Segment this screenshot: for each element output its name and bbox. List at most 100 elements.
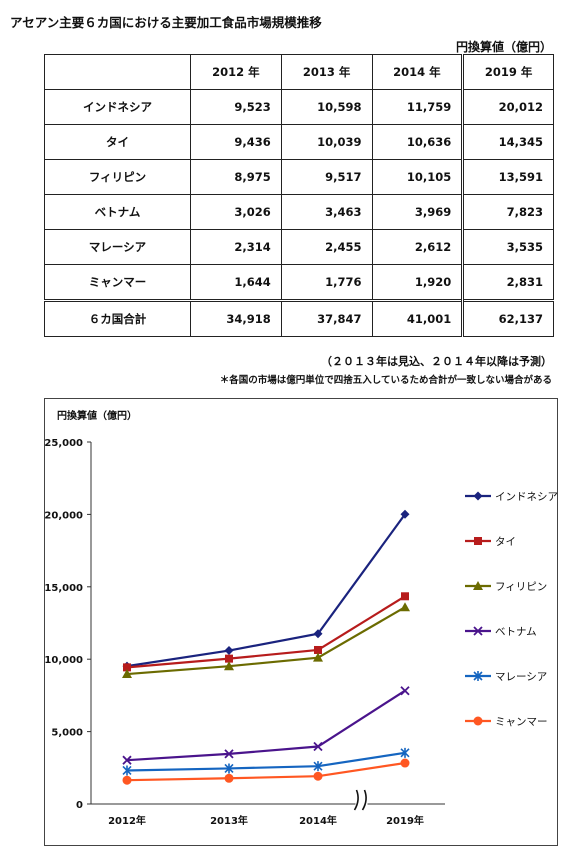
- value-cell: 10,105: [371, 159, 464, 195]
- legend-label: タイ: [495, 536, 516, 548]
- data-point: [224, 763, 234, 774]
- table-row: ベトナム 3,026 3,463 3,969 7,823: [44, 194, 554, 230]
- legend-label: マレーシア: [495, 671, 547, 683]
- x-tick-label: 2014年: [299, 814, 337, 827]
- legend-entry: ベトナム: [465, 626, 537, 638]
- value-cell: 9,436: [190, 124, 282, 160]
- chart-frame: 円換算値（億円） 0 5,000 10,000 15,000 20,000 25,000 20…: [44, 398, 558, 846]
- x-tick-label: 2019年: [386, 814, 424, 827]
- series-line: [126, 689, 406, 762]
- series-group: [122, 602, 410, 679]
- country-name-cell: フィリピン: [44, 159, 191, 195]
- data-point: [123, 663, 131, 672]
- total-value-cell: 34,918: [190, 299, 282, 337]
- y-tick-label: 25,000: [45, 438, 83, 449]
- page-title: アセアン主要６カ国における主要加工食品市場規模推移: [10, 15, 322, 30]
- value-cell: 9,517: [280, 159, 373, 195]
- axis-break-mark: [353, 789, 368, 811]
- value-cell: 2,612: [371, 229, 464, 265]
- y-axis-label: 円換算値（億円）: [57, 409, 137, 422]
- table-row: ミャンマー 1,644 1,776 1,920 2,831: [44, 264, 554, 301]
- value-cell: 11,759: [371, 89, 464, 125]
- value-cell: 3,969: [371, 194, 464, 230]
- header-cell-blank: [44, 54, 191, 90]
- value-cell: 3,026: [190, 194, 282, 230]
- legend-marker: [473, 671, 483, 681]
- series-group: [122, 509, 410, 671]
- data-point: [313, 771, 323, 781]
- value-cell: 10,598: [280, 89, 373, 125]
- data-point: [401, 592, 409, 601]
- total-value-cell: 62,137: [461, 299, 554, 337]
- data-point: [225, 654, 233, 663]
- country-name-cell: ミャンマー: [44, 264, 191, 301]
- header-cell-2013: 2013 年: [280, 54, 373, 90]
- data-point: [314, 645, 322, 654]
- y-tick-label: 10,000: [45, 655, 83, 666]
- legend-marker: [474, 537, 482, 545]
- legend-label: ベトナム: [495, 626, 537, 638]
- data-point: [122, 669, 132, 679]
- value-cell: 2,831: [461, 264, 554, 301]
- country-name-cell: ベトナム: [44, 194, 191, 230]
- table-total-row: ６カ国合計 34,918 37,847 41,001 62,137: [44, 299, 554, 337]
- value-cell: 1,644: [190, 264, 282, 301]
- data-point: [400, 758, 410, 768]
- data-point: [400, 686, 410, 696]
- x-tick-label: 2012年: [108, 814, 146, 827]
- data-point: [122, 755, 132, 765]
- total-name-cell: ６カ国合計: [44, 299, 191, 337]
- table-row: マレーシア 2,314 2,455 2,612 3,535: [44, 229, 554, 265]
- data-point: [313, 741, 323, 752]
- value-cell: 8,975: [190, 159, 282, 195]
- table-unit-label: 円換算値（億円）: [455, 40, 552, 54]
- value-cell: 10,636: [371, 124, 464, 160]
- data-point: [224, 661, 234, 671]
- market-size-table: 2012 年 2013 年 2014 年 2019 年 インドネシア 9,523…: [44, 54, 554, 337]
- legend-marker: [473, 716, 483, 726]
- data-point: [313, 652, 323, 662]
- data-point: [400, 602, 410, 612]
- legend-marker: [473, 626, 483, 636]
- header-cell-2019: 2019 年: [461, 54, 554, 90]
- value-cell: 20,012: [461, 89, 554, 125]
- legend-entry: フィリピン: [465, 581, 547, 593]
- legend-label: フィリピン: [495, 581, 547, 593]
- series-line: [126, 761, 406, 782]
- forecast-note: （２０１３年は見込、２０１４年以降は予測）: [321, 355, 552, 368]
- y-tick-label: 0: [76, 800, 83, 811]
- legend-label: インドネシア: [495, 491, 557, 503]
- line-chart: 円換算値（億円） 0 5,000 10,000 15,000 20,000 25,000 20…: [45, 409, 557, 827]
- y-tick-label: 15,000: [45, 583, 83, 594]
- value-cell: 13,591: [461, 159, 554, 195]
- table-header-row: 2012 年 2013 年 2014 年 2019 年: [44, 54, 554, 90]
- data-point: [122, 765, 132, 776]
- table-row: フィリピン 8,975 9,517 10,105 13,591: [44, 159, 554, 195]
- value-cell: 3,535: [461, 229, 554, 265]
- legend-label: ミャンマー: [495, 716, 548, 728]
- value-cell: 1,920: [371, 264, 464, 301]
- table-row: タイ 9,436 10,039 10,636 14,345: [44, 124, 554, 160]
- value-cell: 14,345: [461, 124, 554, 160]
- series-group: [122, 758, 410, 785]
- data-point: [313, 761, 323, 772]
- y-tick-label: 20,000: [45, 510, 83, 521]
- legend-entry: マレーシア: [465, 671, 547, 683]
- legend-entry: ミャンマー: [465, 716, 548, 728]
- country-name-cell: タイ: [44, 124, 191, 160]
- data-point: [224, 749, 234, 759]
- data-point: [122, 775, 132, 785]
- value-cell: 3,463: [280, 194, 373, 230]
- legend-entry: インドネシア: [465, 491, 557, 503]
- value-cell: 9,523: [190, 89, 282, 125]
- legend-marker: [473, 491, 483, 501]
- country-name-cell: マレーシア: [44, 229, 191, 265]
- series-group: [122, 747, 410, 776]
- data-point: [224, 773, 234, 783]
- header-cell-2014: 2014 年: [371, 54, 464, 90]
- series-line: [126, 513, 406, 668]
- value-cell: 2,314: [190, 229, 282, 265]
- value-cell: 10,039: [280, 124, 373, 160]
- data-point: [400, 747, 410, 758]
- value-cell: 1,776: [280, 264, 373, 301]
